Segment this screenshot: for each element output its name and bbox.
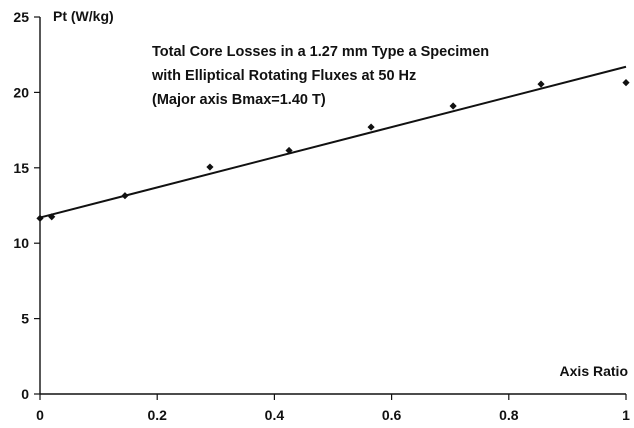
data-point	[367, 123, 375, 131]
x-tick-label: 0.4	[265, 407, 285, 423]
x-tick-label: 1	[622, 407, 630, 423]
data-points	[36, 78, 630, 222]
tick-marks	[34, 16, 627, 400]
data-point	[285, 146, 293, 155]
data-point	[121, 192, 129, 200]
y-tick-label: 15	[13, 160, 29, 176]
data-point	[48, 213, 56, 221]
x-tick-label: 0.6	[382, 407, 402, 423]
chart-title-line-2: with Elliptical Rotating Fluxes at 50 Hz	[151, 68, 416, 84]
y-tick-label: 10	[13, 235, 29, 251]
trend-line-group	[39, 65, 627, 219]
data-point	[206, 163, 214, 171]
y-tick-label: 0	[21, 386, 29, 402]
y-tick-label: 5	[21, 311, 29, 327]
y-tick-label: 20	[13, 84, 29, 100]
y-axis-title: Pt (W/kg)	[53, 8, 114, 24]
x-tick-label: 0.8	[499, 407, 519, 423]
trend-line	[39, 65, 627, 219]
tick-labels: 0 5 10 15 20 25 0 0.2 0.4 0.6 0.8 1	[13, 9, 630, 423]
x-tick-label: 0.2	[147, 407, 167, 423]
data-point	[36, 214, 44, 222]
axes	[39, 17, 626, 395]
x-tick-label: 0	[36, 407, 44, 423]
chart-title-line-3: (Major axis Bmax=1.40 T)	[152, 92, 326, 108]
data-point	[622, 78, 630, 87]
x-axis-title: Axis Ratio	[560, 363, 628, 379]
y-tick-label: 25	[13, 9, 29, 25]
chart-title-line-1: Total Core Losses in a 1.27 mm Type a Sp…	[152, 44, 489, 60]
data-point	[449, 102, 457, 110]
data-point	[537, 80, 545, 88]
